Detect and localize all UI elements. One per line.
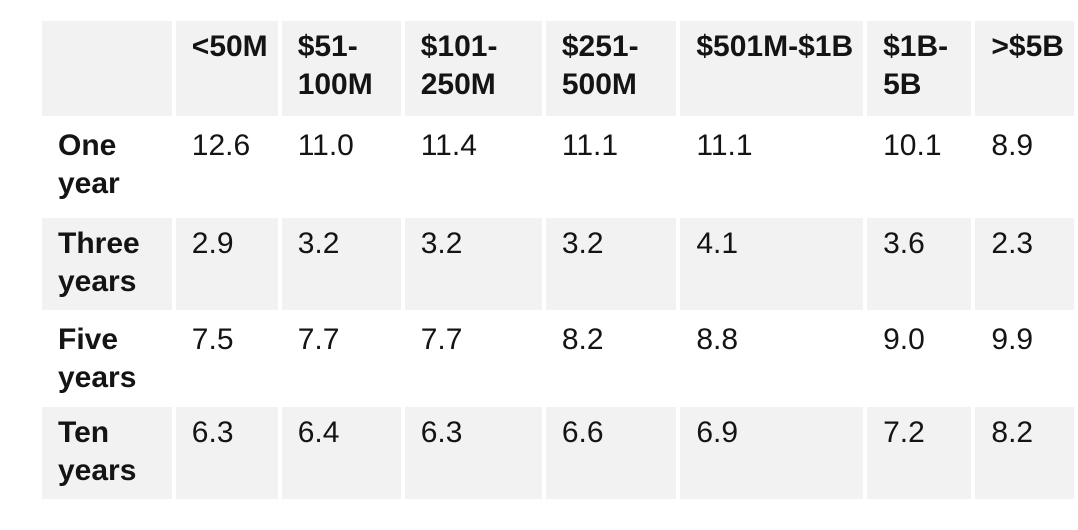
value-cell: 4.1 — [680, 218, 864, 310]
col-header-under-50m: <50M — [175, 21, 278, 116]
value-cell: 2.9 — [175, 218, 278, 310]
value-cell: 11.4 — [404, 120, 542, 214]
value-cell: 9.0 — [867, 314, 972, 403]
value-cell: 6.3 — [175, 407, 278, 499]
returns-table-container: <50M $51- 100M $101- 250M $251- 500M $50… — [38, 17, 1078, 503]
row-label-five-years: Five years — [42, 314, 172, 403]
value-cell: 8.9 — [975, 120, 1074, 214]
row-label-ten-years: Ten years — [42, 407, 172, 499]
value-cell: 8.2 — [975, 407, 1074, 499]
value-cell: 10.1 — [867, 120, 972, 214]
value-cell: 3.6 — [867, 218, 972, 310]
corner-cell — [42, 21, 172, 116]
value-cell: 11.1 — [545, 120, 677, 214]
row-label-one-year: One year — [42, 120, 172, 214]
value-cell: 7.5 — [175, 314, 278, 403]
value-cell: 8.8 — [680, 314, 864, 403]
value-cell: 6.4 — [281, 407, 401, 499]
returns-by-size-table: <50M $51- 100M $101- 250M $251- 500M $50… — [38, 17, 1078, 503]
value-cell: 12.6 — [175, 120, 278, 214]
table-row-five-years: Five years 7.5 7.7 7.7 8.2 8.8 9.0 9.9 — [42, 314, 1074, 403]
col-header-over-5b: >$5B — [975, 21, 1074, 116]
value-cell: 7.2 — [867, 407, 972, 499]
value-cell: 9.9 — [975, 314, 1074, 403]
table-row-three-years: Three years 2.9 3.2 3.2 3.2 4.1 3.6 2.3 — [42, 218, 1074, 310]
value-cell: 7.7 — [281, 314, 401, 403]
col-header-1b-5b: $1B- 5B — [867, 21, 972, 116]
table-row-one-year: One year 12.6 11.0 11.4 11.1 11.1 10.1 8… — [42, 120, 1074, 214]
col-header-51-100m: $51- 100M — [281, 21, 401, 116]
value-cell: 11.0 — [281, 120, 401, 214]
value-cell: 6.6 — [545, 407, 677, 499]
value-cell: 6.9 — [680, 407, 864, 499]
value-cell: 7.7 — [404, 314, 542, 403]
value-cell: 3.2 — [545, 218, 677, 310]
col-header-251-500m: $251- 500M — [545, 21, 677, 116]
header-row: <50M $51- 100M $101- 250M $251- 500M $50… — [42, 21, 1074, 116]
table-row-ten-years: Ten years 6.3 6.4 6.3 6.6 6.9 7.2 8.2 — [42, 407, 1074, 499]
value-cell: 8.2 — [545, 314, 677, 403]
value-cell: 11.1 — [680, 120, 864, 214]
value-cell: 3.2 — [404, 218, 542, 310]
col-header-101-250m: $101- 250M — [404, 21, 542, 116]
row-label-three-years: Three years — [42, 218, 172, 310]
value-cell: 6.3 — [404, 407, 542, 499]
value-cell: 3.2 — [281, 218, 401, 310]
col-header-501m-1b: $501M-$1B — [680, 21, 864, 116]
value-cell: 2.3 — [975, 218, 1074, 310]
